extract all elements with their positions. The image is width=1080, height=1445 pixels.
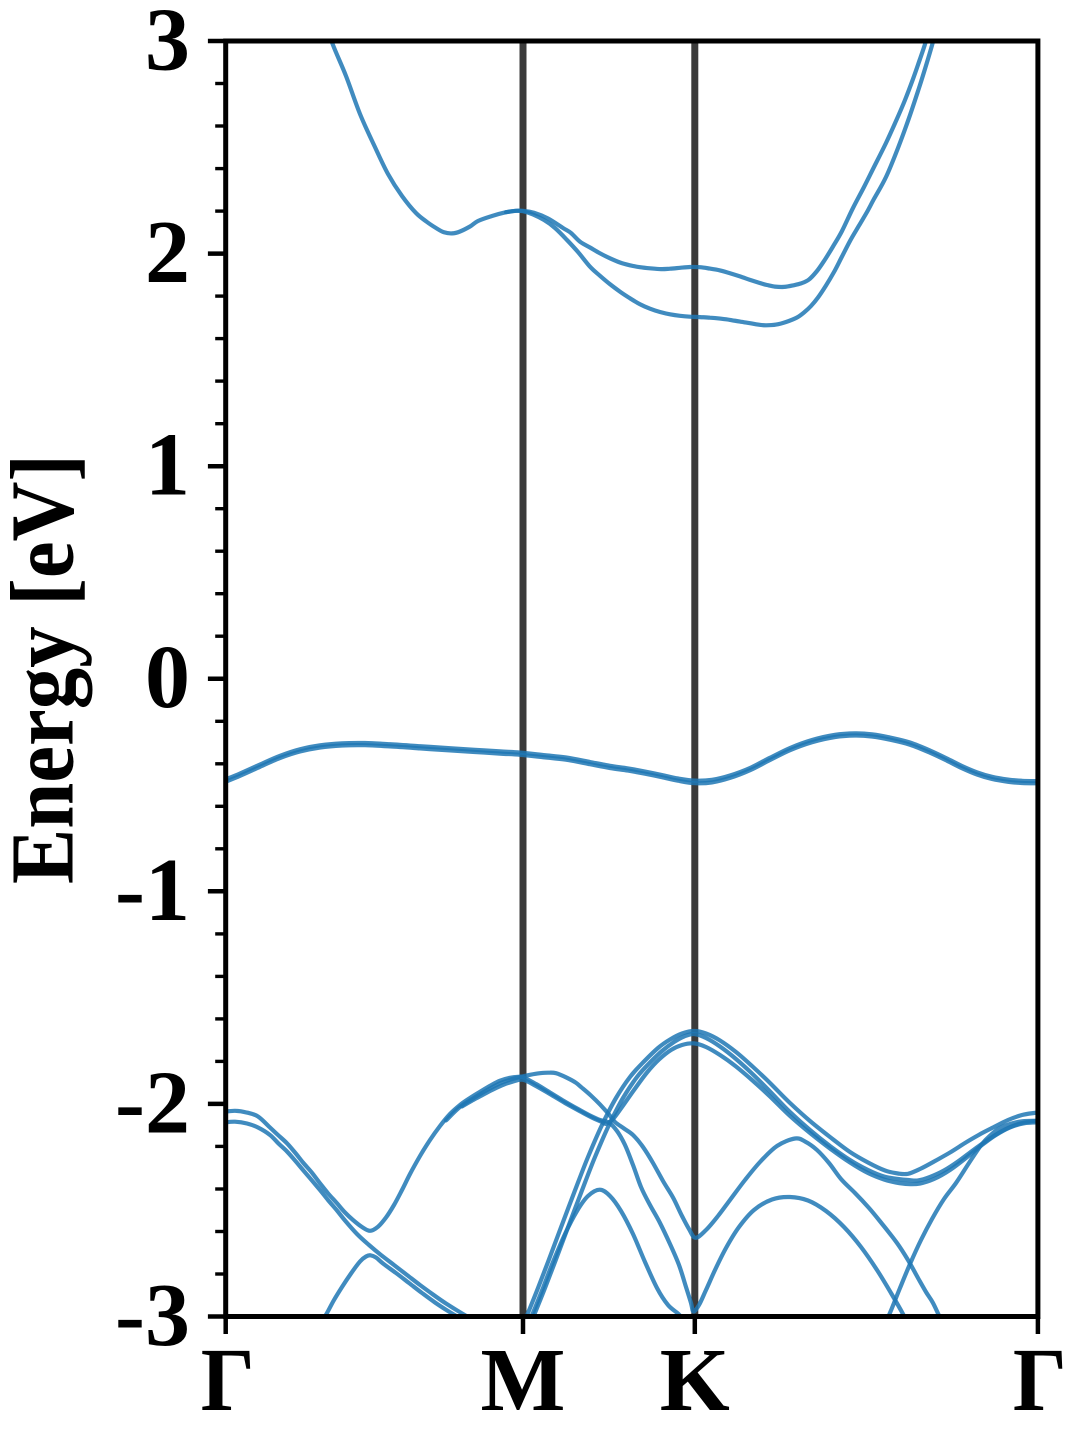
svg-text:K: K xyxy=(660,1331,730,1430)
svg-text:3: 3 xyxy=(145,0,190,90)
svg-text:0: 0 xyxy=(145,628,190,727)
svg-text:-3: -3 xyxy=(115,1266,190,1365)
svg-text:-2: -2 xyxy=(115,1053,190,1152)
svg-text:1: 1 xyxy=(145,416,190,515)
svg-text:Energy [eV]: Energy [eV] xyxy=(0,454,93,884)
svg-text:M: M xyxy=(481,1331,566,1430)
svg-text:Γ: Γ xyxy=(1013,1331,1067,1430)
svg-text:Γ: Γ xyxy=(201,1331,255,1430)
svg-text:2: 2 xyxy=(145,203,190,302)
svg-text:-1: -1 xyxy=(115,841,190,940)
